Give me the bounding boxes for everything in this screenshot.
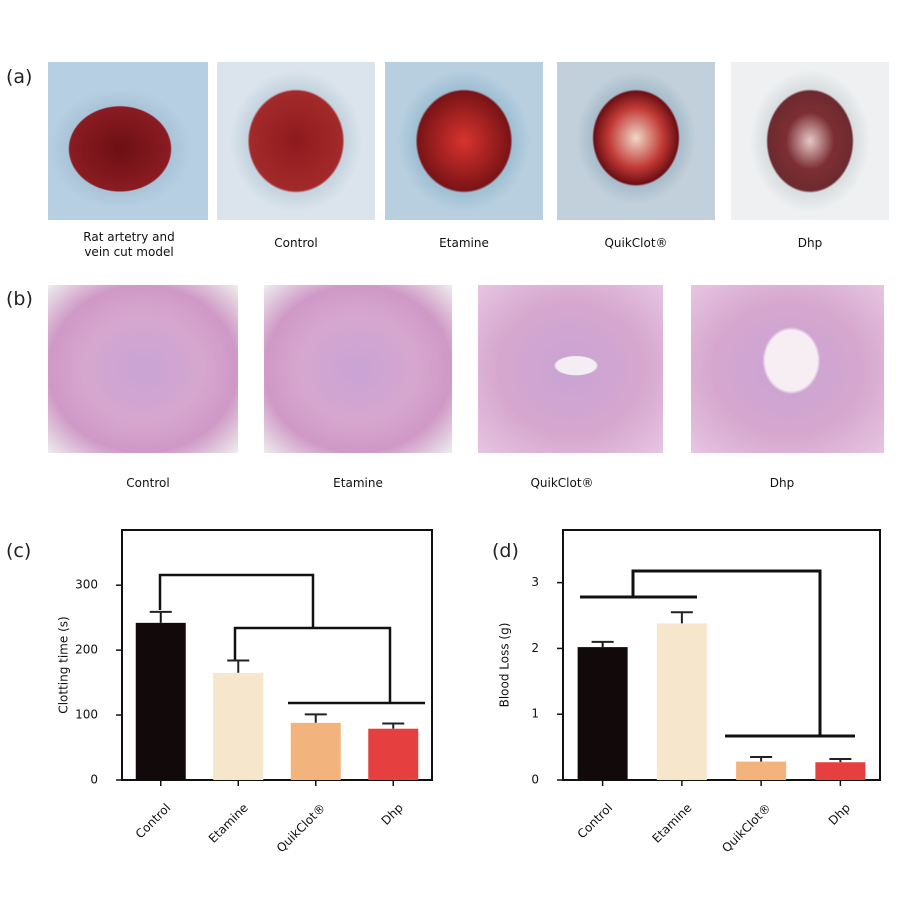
bar bbox=[368, 728, 419, 780]
bar bbox=[656, 623, 707, 780]
caption: Etamine bbox=[333, 476, 383, 490]
x-tick-label: QuikClot® bbox=[274, 801, 329, 856]
significance-bracket bbox=[580, 569, 855, 738]
histology-image bbox=[264, 285, 452, 453]
bar bbox=[135, 622, 186, 780]
y-tick-label: 0 bbox=[531, 773, 539, 787]
histology-image bbox=[48, 285, 238, 453]
y-tick-label: 1 bbox=[531, 707, 539, 721]
y-tick-label: 100 bbox=[75, 708, 98, 722]
caption: Control bbox=[274, 236, 318, 250]
plot-frame bbox=[121, 529, 433, 781]
caption: Etamine bbox=[439, 236, 489, 250]
panel-label: (d) bbox=[492, 540, 519, 562]
y-tick-label: 0 bbox=[90, 773, 98, 787]
caption: Dhp bbox=[769, 476, 795, 490]
photo bbox=[557, 62, 715, 220]
photo bbox=[48, 62, 208, 220]
bar bbox=[213, 672, 264, 780]
plot-frame bbox=[562, 529, 881, 781]
panel-label: (a) bbox=[6, 66, 33, 88]
photo bbox=[217, 62, 375, 220]
photo bbox=[385, 62, 543, 220]
x-tick-label: Control bbox=[575, 801, 616, 842]
y-tick-label: 300 bbox=[75, 578, 98, 592]
x-tick-label: Etamine bbox=[649, 801, 694, 846]
caption: QuikClot® bbox=[530, 476, 594, 490]
x-tick-label: Control bbox=[133, 801, 174, 842]
caption: QuikClot® bbox=[604, 236, 668, 250]
y-axis-label: Clotting time (s) bbox=[57, 616, 71, 713]
y-tick-label: 200 bbox=[75, 643, 98, 657]
histology-image bbox=[478, 285, 663, 453]
panel-label: (c) bbox=[6, 540, 32, 562]
x-tick-label: QuikClot® bbox=[719, 801, 774, 856]
caption: Control bbox=[126, 476, 170, 490]
bar bbox=[815, 762, 866, 780]
significance-bracket bbox=[158, 573, 425, 705]
y-axis-label: Blood Loss (g) bbox=[498, 623, 512, 708]
x-tick-label: Dhp bbox=[379, 801, 406, 828]
caption: Rat artetry and vein cut model bbox=[83, 230, 175, 259]
y-tick-label: 3 bbox=[531, 575, 539, 589]
x-tick-label: Dhp bbox=[826, 801, 853, 828]
bar bbox=[577, 647, 628, 780]
x-tick-label: Etamine bbox=[206, 801, 251, 846]
histology-image bbox=[691, 285, 884, 453]
bar bbox=[736, 761, 787, 780]
photo bbox=[731, 62, 889, 220]
panel-label: (b) bbox=[6, 288, 33, 310]
caption: Dhp bbox=[797, 236, 823, 250]
bar bbox=[290, 722, 341, 780]
y-tick-label: 2 bbox=[531, 641, 539, 655]
